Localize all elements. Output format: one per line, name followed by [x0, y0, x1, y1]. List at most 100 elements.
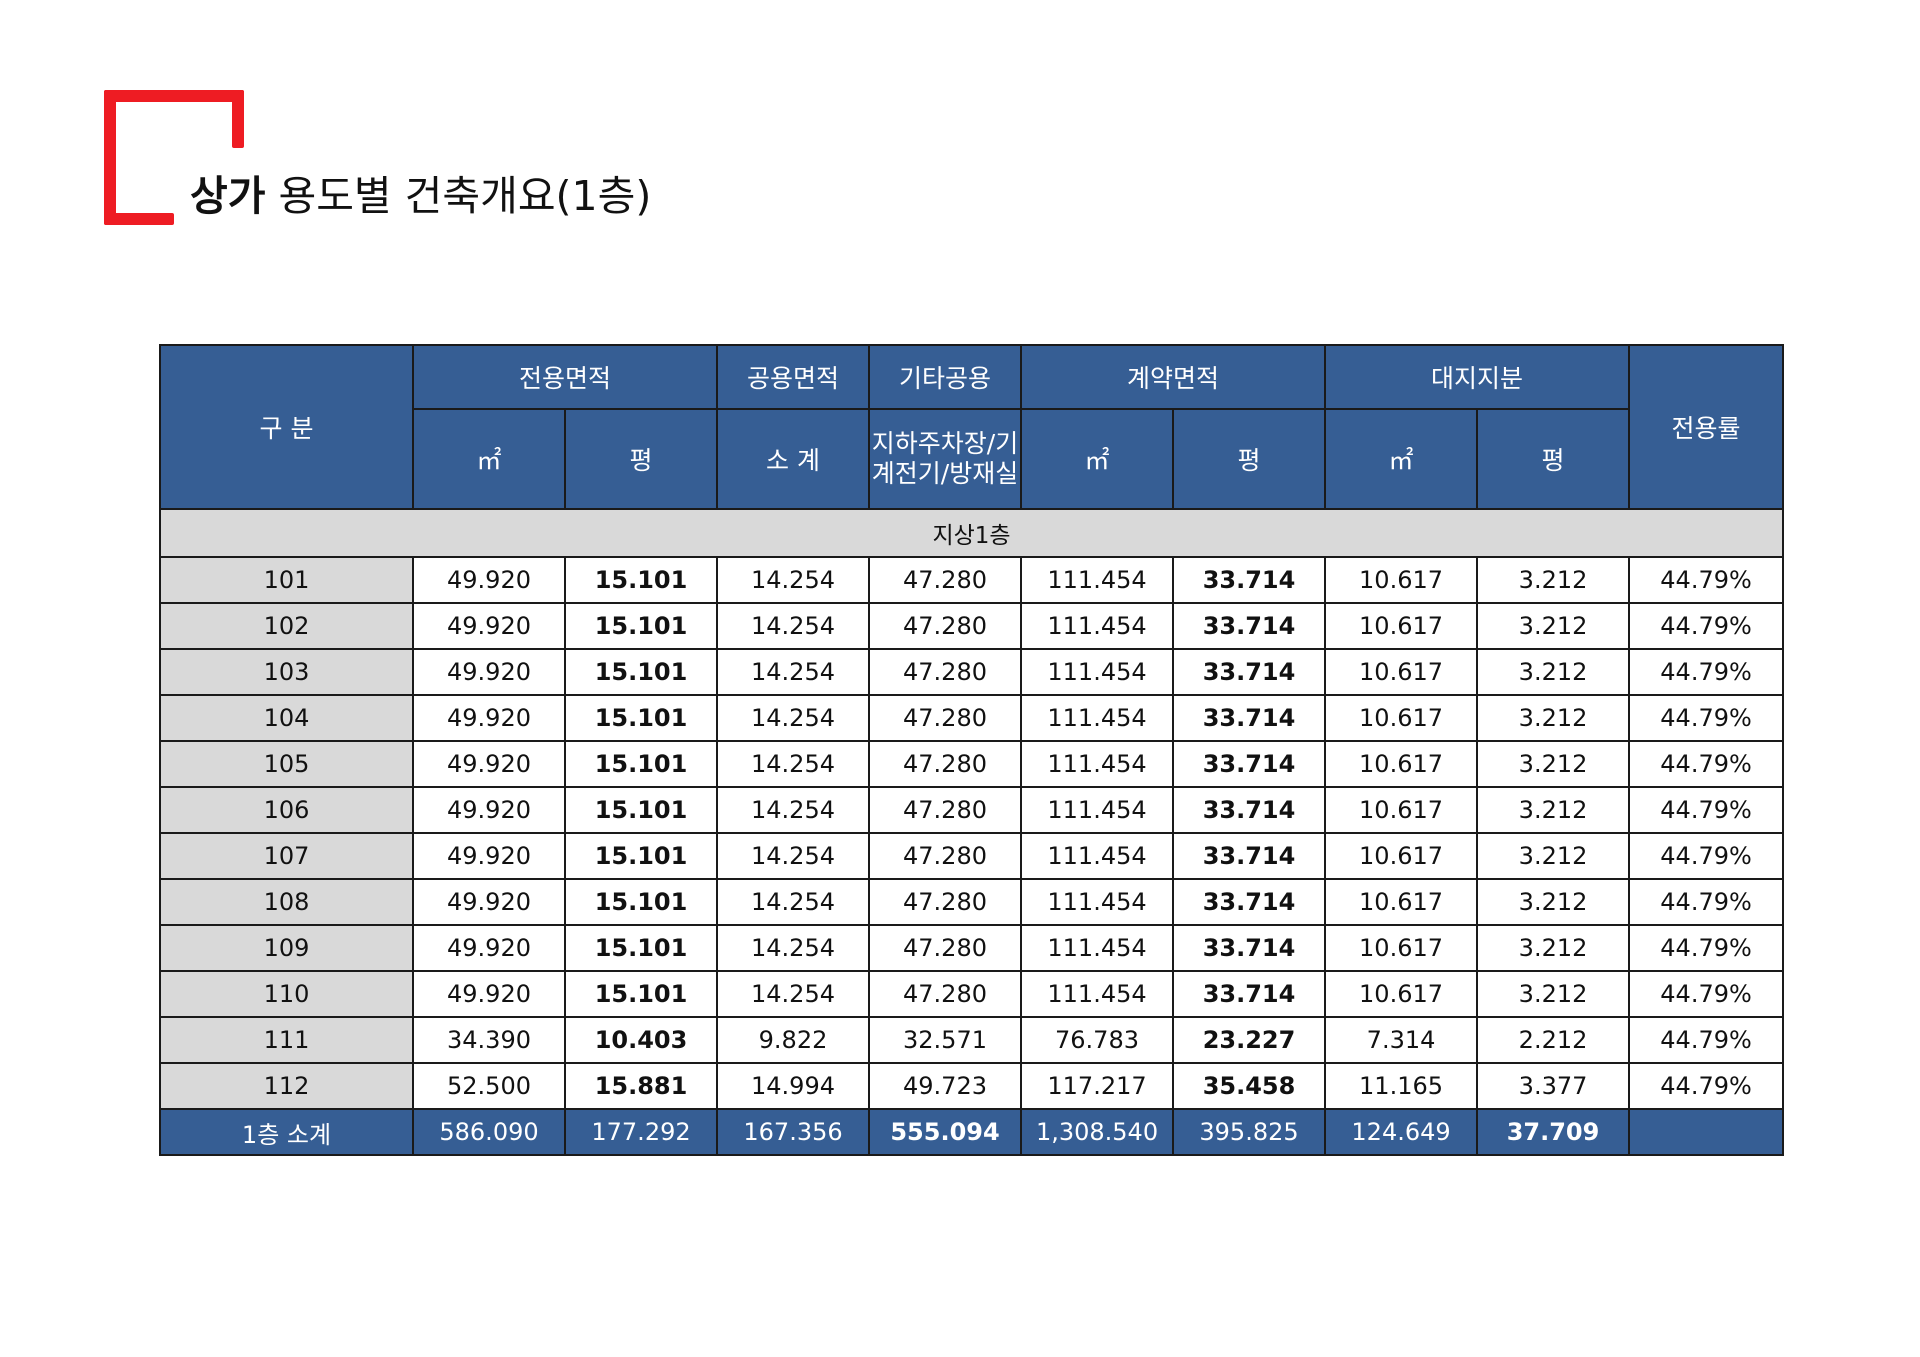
table-cell: 10.617	[1324, 878, 1479, 926]
subtotal-cell: 124.649	[1324, 1108, 1479, 1156]
unit-number-cell: 110	[159, 970, 414, 1018]
header-common-subtotal: 소 계	[716, 408, 871, 510]
table-cell: 111.454	[1020, 648, 1175, 696]
table-cell: 44.79%	[1628, 878, 1785, 926]
table-cell: 15.101	[563, 694, 719, 742]
table-cell: 9.822	[716, 1016, 871, 1064]
table-cell: 49.920	[412, 740, 566, 788]
header-land-sqm: ㎡	[1324, 408, 1479, 510]
header-other-common: 기타공용	[868, 344, 1023, 410]
table-cell: 111.454	[1020, 878, 1175, 926]
header-category: 구 분	[159, 344, 414, 510]
table-cell: 47.280	[868, 602, 1023, 650]
header-exclusive-pyeong: 평	[563, 408, 719, 510]
table-cell: 32.571	[868, 1016, 1023, 1064]
table-cell: 15.101	[563, 970, 719, 1018]
table-cell: 111.454	[1020, 832, 1175, 880]
table-cell: 33.714	[1172, 832, 1327, 880]
table-cell: 3.212	[1476, 786, 1631, 834]
table-cell: 14.254	[716, 556, 871, 604]
area-summary-table: 구 분 전용면적 공용면적 기타공용 계약면적 대지지분 전용률 ㎡ 평 소 계…	[158, 344, 1785, 1156]
table-cell: 111.454	[1020, 694, 1175, 742]
table-cell: 14.254	[716, 832, 871, 880]
table-cell: 15.101	[563, 924, 719, 972]
table-cell: 49.920	[412, 556, 566, 604]
table-cell: 44.79%	[1628, 1016, 1785, 1064]
table-cell: 49.920	[412, 694, 566, 742]
table-cell: 3.212	[1476, 832, 1631, 880]
table-cell: 10.617	[1324, 694, 1479, 742]
table-cell: 3.212	[1476, 970, 1631, 1018]
table-cell: 15.101	[563, 740, 719, 788]
unit-number-cell: 107	[159, 832, 414, 880]
header-exclusive-sqm: ㎡	[412, 408, 566, 510]
table-cell: 15.101	[563, 602, 719, 650]
table-cell: 10.617	[1324, 602, 1479, 650]
table-cell: 11.165	[1324, 1062, 1479, 1110]
table-cell: 47.280	[868, 786, 1023, 834]
table-cell: 10.403	[563, 1016, 719, 1064]
table-cell: 117.217	[1020, 1062, 1175, 1110]
unit-number-cell: 109	[159, 924, 414, 972]
table-cell: 44.79%	[1628, 786, 1785, 834]
table-cell: 14.994	[716, 1062, 871, 1110]
title-bracket-decoration	[104, 90, 244, 225]
table-cell: 49.920	[412, 602, 566, 650]
table-cell: 33.714	[1172, 648, 1327, 696]
table-cell: 14.254	[716, 786, 871, 834]
table-row: 103 49.920 15.101 14.254 47.280 111.454 33.714…	[159, 648, 1785, 696]
section-label: 지상1층	[158, 508, 1785, 558]
table-cell: 23.227	[1172, 1016, 1327, 1064]
header-land-pyeong: 평	[1476, 408, 1631, 510]
table-cell: 3.212	[1476, 924, 1631, 972]
table-cell: 49.920	[412, 832, 566, 880]
unit-number-cell: 101	[159, 556, 414, 604]
table-body: 101 49.920 15.101 14.254 47.280 111.454 33.714…	[159, 556, 1785, 1110]
table-row: 107 49.920 15.101 14.254 47.280 111.454 33.714…	[159, 832, 1785, 880]
table-row: 104 49.920 15.101 14.254 47.280 111.454 33.714…	[159, 694, 1785, 742]
header-exclusive-area: 전용면적	[411, 344, 719, 410]
table-cell: 10.617	[1324, 648, 1479, 696]
table-cell: 47.280	[868, 924, 1023, 972]
header-common-area: 공용면적	[716, 344, 871, 410]
table-cell: 33.714	[1172, 602, 1327, 650]
table-cell: 47.280	[868, 556, 1023, 604]
table-cell: 49.920	[412, 878, 566, 926]
unit-number-cell: 102	[159, 602, 414, 650]
page-title-bold: 상가	[190, 172, 266, 220]
table-cell: 15.101	[563, 648, 719, 696]
subtotal-cell: 555.094	[868, 1108, 1023, 1156]
table-cell: 44.79%	[1628, 832, 1785, 880]
table-cell: 111.454	[1020, 740, 1175, 788]
table-cell: 47.280	[868, 878, 1023, 926]
unit-number-cell: 105	[159, 740, 414, 788]
table-row: 112 52.500 15.881 14.994 49.723 117.217 35.458…	[159, 1062, 1785, 1110]
table-cell: 3.212	[1476, 694, 1631, 742]
table-row: 102 49.920 15.101 14.254 47.280 111.454 33.714…	[159, 602, 1785, 650]
page-title-rest: 용도별 건축개요(1층)	[265, 172, 652, 220]
table-row: 106 49.920 15.101 14.254 47.280 111.454 33.714…	[159, 786, 1785, 834]
table-cell: 14.254	[716, 878, 871, 926]
table-cell: 14.254	[716, 740, 871, 788]
table-cell: 33.714	[1172, 556, 1327, 604]
table-cell: 111.454	[1020, 786, 1175, 834]
table-cell: 10.617	[1324, 832, 1479, 880]
subtotal-cell: 167.356	[716, 1108, 871, 1156]
table-cell: 49.920	[412, 786, 566, 834]
table-cell: 15.101	[563, 786, 719, 834]
table-cell: 33.714	[1172, 694, 1327, 742]
unit-number-cell: 112	[159, 1062, 414, 1110]
table-cell: 3.212	[1476, 878, 1631, 926]
page-title: 상가 용도별 건축개요(1층)	[190, 170, 651, 222]
table-cell: 47.280	[868, 694, 1023, 742]
table-cell: 111.454	[1020, 924, 1175, 972]
table-row: 111 34.390 10.403 9.822 32.571 76.783 23.227 7.…	[159, 1016, 1785, 1064]
table-cell: 44.79%	[1628, 602, 1785, 650]
table-cell: 44.79%	[1628, 556, 1785, 604]
header-land-share: 대지지분	[1324, 344, 1631, 410]
table-cell: 49.723	[868, 1062, 1023, 1110]
unit-number-cell: 106	[159, 786, 414, 834]
table-cell: 10.617	[1324, 556, 1479, 604]
table-cell: 47.280	[868, 740, 1023, 788]
table-cell: 15.101	[563, 878, 719, 926]
